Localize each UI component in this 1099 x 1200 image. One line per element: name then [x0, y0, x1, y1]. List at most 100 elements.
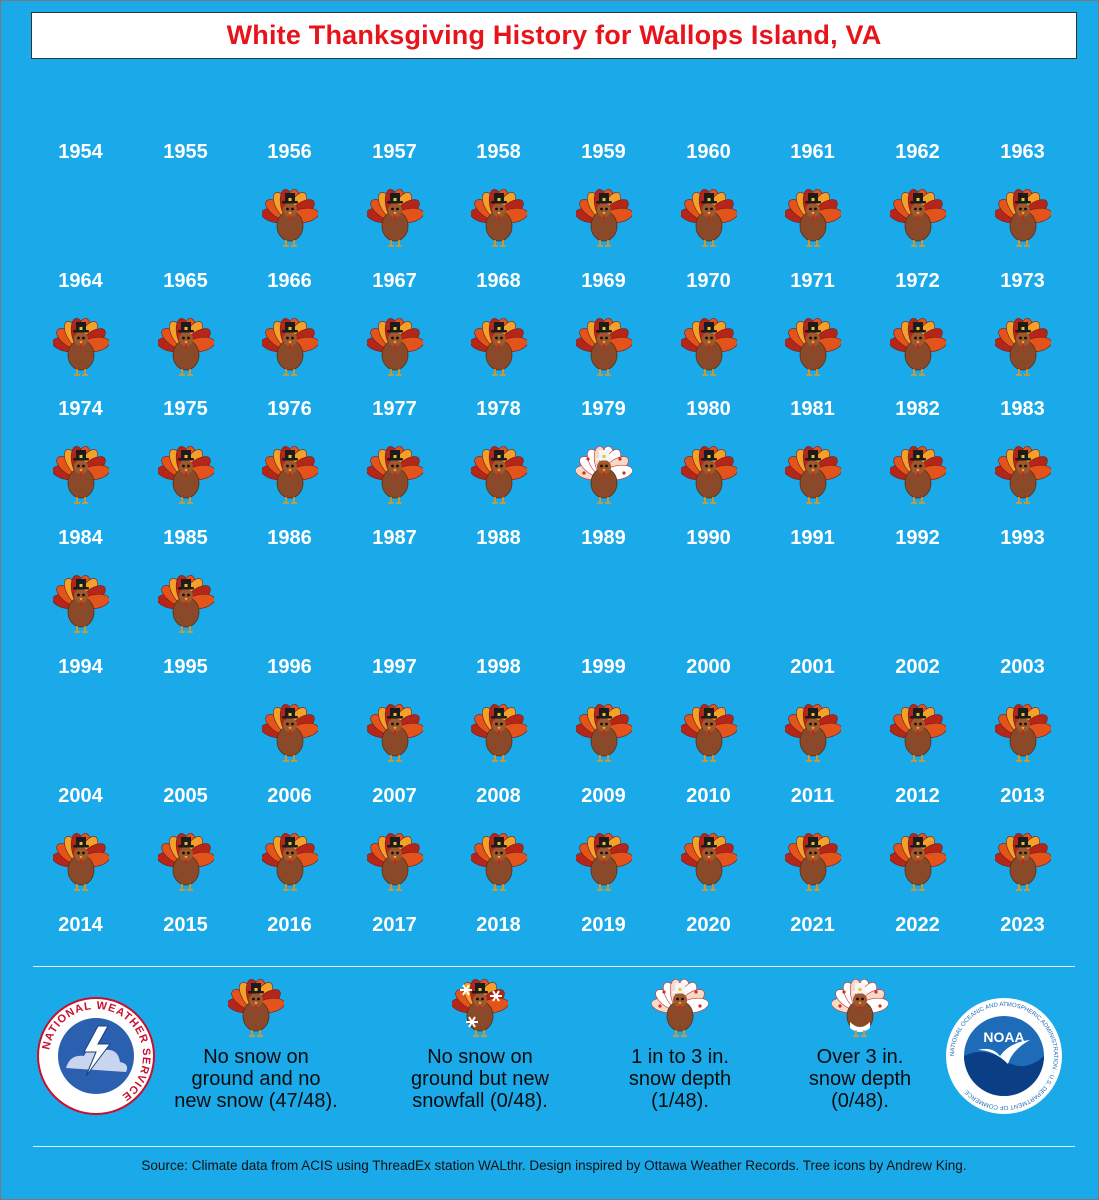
title-box: White Thanksgiving History for Wallops I… — [31, 12, 1077, 59]
turkey-icon — [157, 832, 215, 892]
year-cell-1976: 1976 — [237, 397, 342, 526]
year-cell-1963: 1963 — [970, 140, 1075, 269]
year-label: 1959 — [581, 141, 626, 163]
turkey-icon — [366, 188, 424, 248]
year-label: 1965 — [163, 270, 208, 292]
year-label: 2023 — [1000, 914, 1045, 936]
year-label: 1991 — [790, 527, 835, 549]
year-label: 1993 — [1000, 527, 1045, 549]
year-cell-1988: 1988 — [446, 526, 551, 655]
year-cell-1995: 1995 — [133, 655, 238, 784]
turkey-icon — [784, 445, 842, 505]
year-cell-2010: 2010 — [656, 784, 761, 913]
turkey-icon — [261, 188, 319, 248]
page-title: White Thanksgiving History for Wallops I… — [226, 20, 882, 50]
year-label: 1986 — [267, 527, 312, 549]
year-cell-2007: 2007 — [342, 784, 447, 913]
year-label: 1954 — [58, 141, 103, 163]
year-cell-1992: 1992 — [865, 526, 970, 655]
turkey-icon — [889, 445, 947, 505]
turkey-icon — [366, 703, 424, 763]
year-cell-1971: 1971 — [760, 269, 865, 398]
turkey-icon — [889, 703, 947, 763]
year-label: 2012 — [895, 785, 940, 807]
year-cell-1987: 1987 — [342, 526, 447, 655]
year-label: 1975 — [163, 398, 208, 420]
turkey-icon — [575, 445, 633, 505]
turkey-icon — [994, 188, 1052, 248]
turkey-icon — [680, 317, 738, 377]
year-label: 1983 — [1000, 398, 1045, 420]
year-label: 2021 — [790, 914, 835, 936]
year-label: 2013 — [1000, 785, 1045, 807]
turkey-icon — [261, 445, 319, 505]
year-cell-1998: 1998 — [446, 655, 551, 784]
year-cell-2022: 2022 — [865, 913, 970, 1042]
year-cell-2009: 2009 — [551, 784, 656, 913]
turkey-icon — [52, 317, 110, 377]
year-label: 1989 — [581, 527, 626, 549]
year-label: 2002 — [895, 656, 940, 678]
turkey-icon — [52, 445, 110, 505]
turkey-icon — [889, 317, 947, 377]
year-label: 2008 — [476, 785, 521, 807]
turkey-icon — [470, 832, 528, 892]
turkey-icon — [784, 317, 842, 377]
legend-item-no-snow: No snow on ground and no new snow (47/48… — [158, 978, 354, 1118]
year-label: 1985 — [163, 527, 208, 549]
turkey-icon — [261, 317, 319, 377]
year-cell-2012: 2012 — [865, 784, 970, 913]
turkey-icon — [680, 445, 738, 505]
year-cell-2015: 2015 — [133, 913, 238, 1042]
year-label: 1963 — [1000, 141, 1045, 163]
year-label: 1977 — [372, 398, 417, 420]
turkey-icon — [470, 317, 528, 377]
year-cell-2014: 2014 — [28, 913, 133, 1042]
year-label: 1988 — [476, 527, 521, 549]
year-cell-1969: 1969 — [551, 269, 656, 398]
legend-text: Over 3 in. snow depth (0/48). — [808, 1046, 912, 1112]
turkey-icon — [157, 574, 215, 634]
year-label: 1990 — [686, 527, 731, 549]
year-label: 2022 — [895, 914, 940, 936]
year-label: 1957 — [372, 141, 417, 163]
legend-snow-over-3-icon — [831, 978, 889, 1038]
year-cell-1962: 1962 — [865, 140, 970, 269]
year-label: 1976 — [267, 398, 312, 420]
year-label: 1961 — [790, 141, 835, 163]
year-label: 1982 — [895, 398, 940, 420]
year-cell-1997: 1997 — [342, 655, 447, 784]
year-label: 1958 — [476, 141, 521, 163]
year-cell-2001: 2001 — [760, 655, 865, 784]
year-cell-1985: 1985 — [133, 526, 238, 655]
year-cell-1981: 1981 — [760, 397, 865, 526]
year-label: 1956 — [267, 141, 312, 163]
year-label: 1987 — [372, 527, 417, 549]
noaa-logo-icon: NOAA NATIONAL OCEANIC AND ATMOSPHERIC AD… — [946, 998, 1062, 1114]
year-cell-1994: 1994 — [28, 655, 133, 784]
year-cell-2004: 2004 — [28, 784, 133, 913]
year-label: 1971 — [790, 270, 835, 292]
legend-text: 1 in to 3 in. snow depth (1/48). — [628, 1046, 732, 1112]
year-cell-1978: 1978 — [446, 397, 551, 526]
turkey-icon — [889, 188, 947, 248]
year-label: 1984 — [58, 527, 103, 549]
turkey-icon — [889, 832, 947, 892]
legend-new-snowfall-icon — [451, 978, 509, 1038]
year-label: 1995 — [163, 656, 208, 678]
turkey-icon — [470, 445, 528, 505]
year-cell-1972: 1972 — [865, 269, 970, 398]
year-cell-2017: 2017 — [342, 913, 447, 1042]
year-label: 1997 — [372, 656, 417, 678]
turkey-icon — [261, 832, 319, 892]
year-label: 2001 — [790, 656, 835, 678]
year-label: 1981 — [790, 398, 835, 420]
year-grid: 1954 1955 1956 1957 1958 1959 1960 1961 1962 1963… — [28, 140, 1075, 936]
year-cell-2019: 2019 — [551, 913, 656, 1042]
year-label: 1974 — [58, 398, 103, 420]
year-cell-1984: 1984 — [28, 526, 133, 655]
year-cell-1991: 1991 — [760, 526, 865, 655]
year-cell-1982: 1982 — [865, 397, 970, 526]
year-cell-2023: 2023 — [970, 913, 1075, 1042]
year-cell-2000: 2000 — [656, 655, 761, 784]
